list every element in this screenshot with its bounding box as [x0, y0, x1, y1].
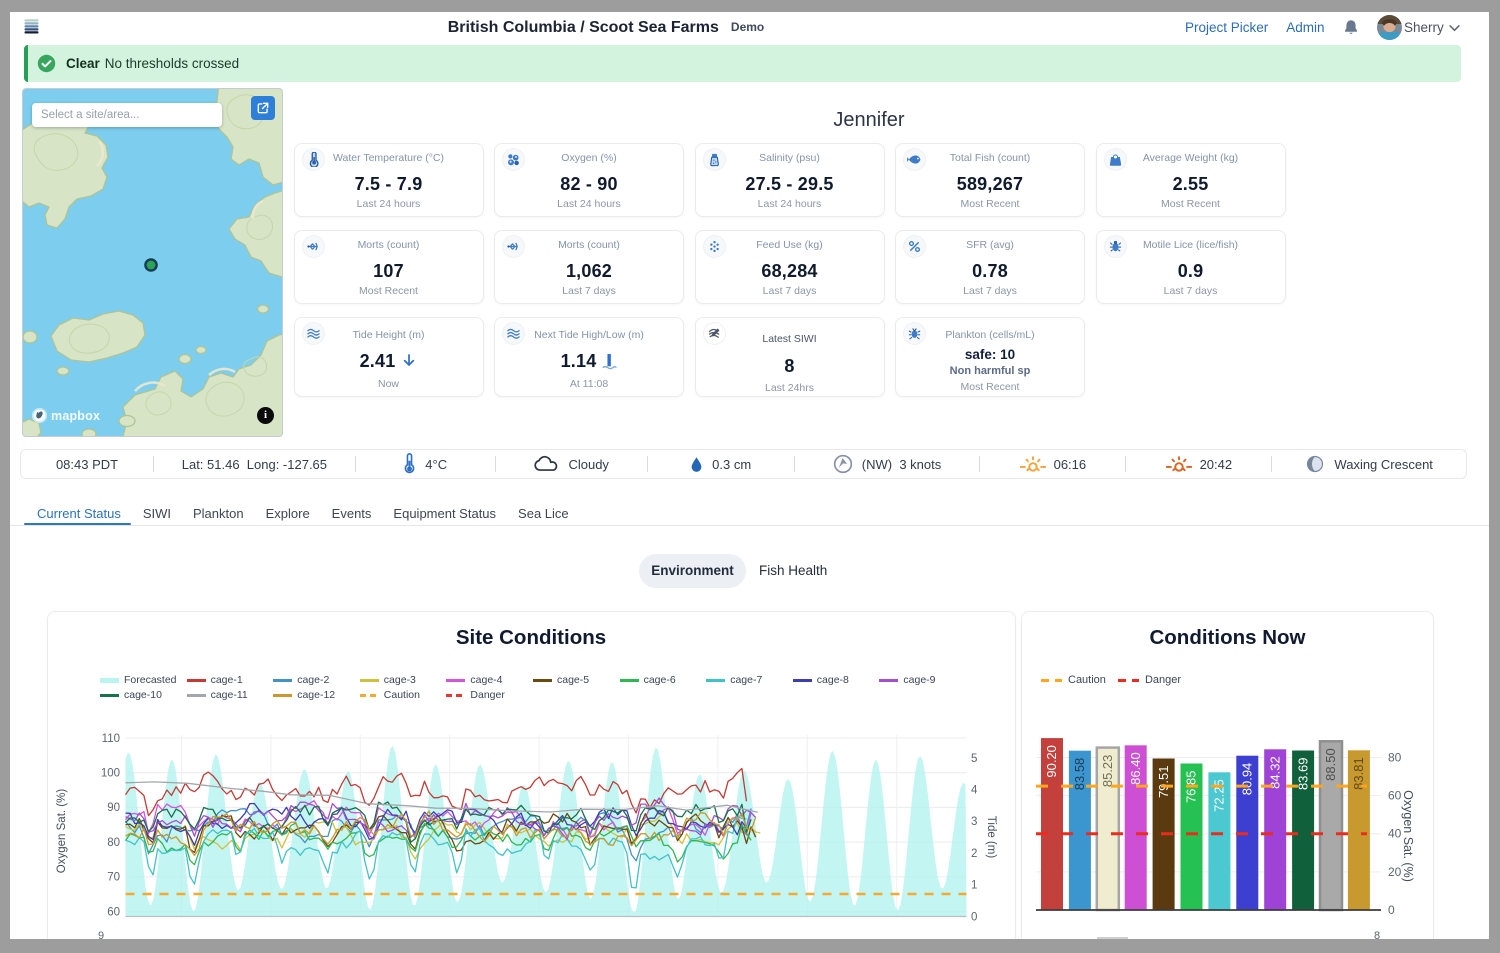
svg-text:83.58: 83.58 — [1072, 758, 1087, 791]
svg-text:86.40: 86.40 — [1128, 752, 1143, 785]
svg-text:85.23: 85.23 — [1100, 755, 1115, 788]
svg-text:90: 90 — [107, 802, 120, 814]
svg-text:9: 9 — [98, 930, 104, 939]
svg-text:90.20: 90.20 — [1044, 745, 1059, 778]
svg-text:60: 60 — [107, 906, 120, 918]
svg-text:0: 0 — [971, 911, 977, 923]
svg-text:8: 8 — [1374, 930, 1380, 939]
svg-text:110: 110 — [101, 733, 119, 745]
svg-text:79.51: 79.51 — [1156, 766, 1171, 799]
svg-text:88.50: 88.50 — [1323, 748, 1338, 781]
svg-text:40: 40 — [1388, 827, 1402, 841]
svg-text:2: 2 — [971, 848, 977, 860]
svg-text:60: 60 — [1388, 789, 1402, 803]
svg-text:0: 0 — [1388, 903, 1395, 917]
svg-text:83.69: 83.69 — [1295, 758, 1310, 791]
svg-text:20: 20 — [1388, 865, 1402, 879]
svg-text:Oxygen Sat. (%): Oxygen Sat. (%) — [56, 789, 68, 874]
svg-text:72.25: 72.25 — [1212, 779, 1227, 812]
svg-text:80: 80 — [107, 837, 120, 849]
svg-text:70: 70 — [107, 872, 120, 884]
svg-text:80.94: 80.94 — [1240, 763, 1255, 796]
svg-text:3: 3 — [971, 816, 977, 828]
svg-text:1: 1 — [971, 880, 977, 892]
svg-text:100: 100 — [100, 768, 119, 780]
svg-text:5: 5 — [971, 753, 977, 765]
svg-text:Oxygen Sat. (%): Oxygen Sat. (%) — [1401, 790, 1415, 882]
svg-text:Tide (m): Tide (m) — [985, 816, 997, 859]
svg-text:80: 80 — [1388, 751, 1402, 765]
svg-text:84.32: 84.32 — [1267, 756, 1282, 789]
svg-text:4: 4 — [971, 785, 978, 797]
svg-text:83.81: 83.81 — [1351, 757, 1366, 790]
